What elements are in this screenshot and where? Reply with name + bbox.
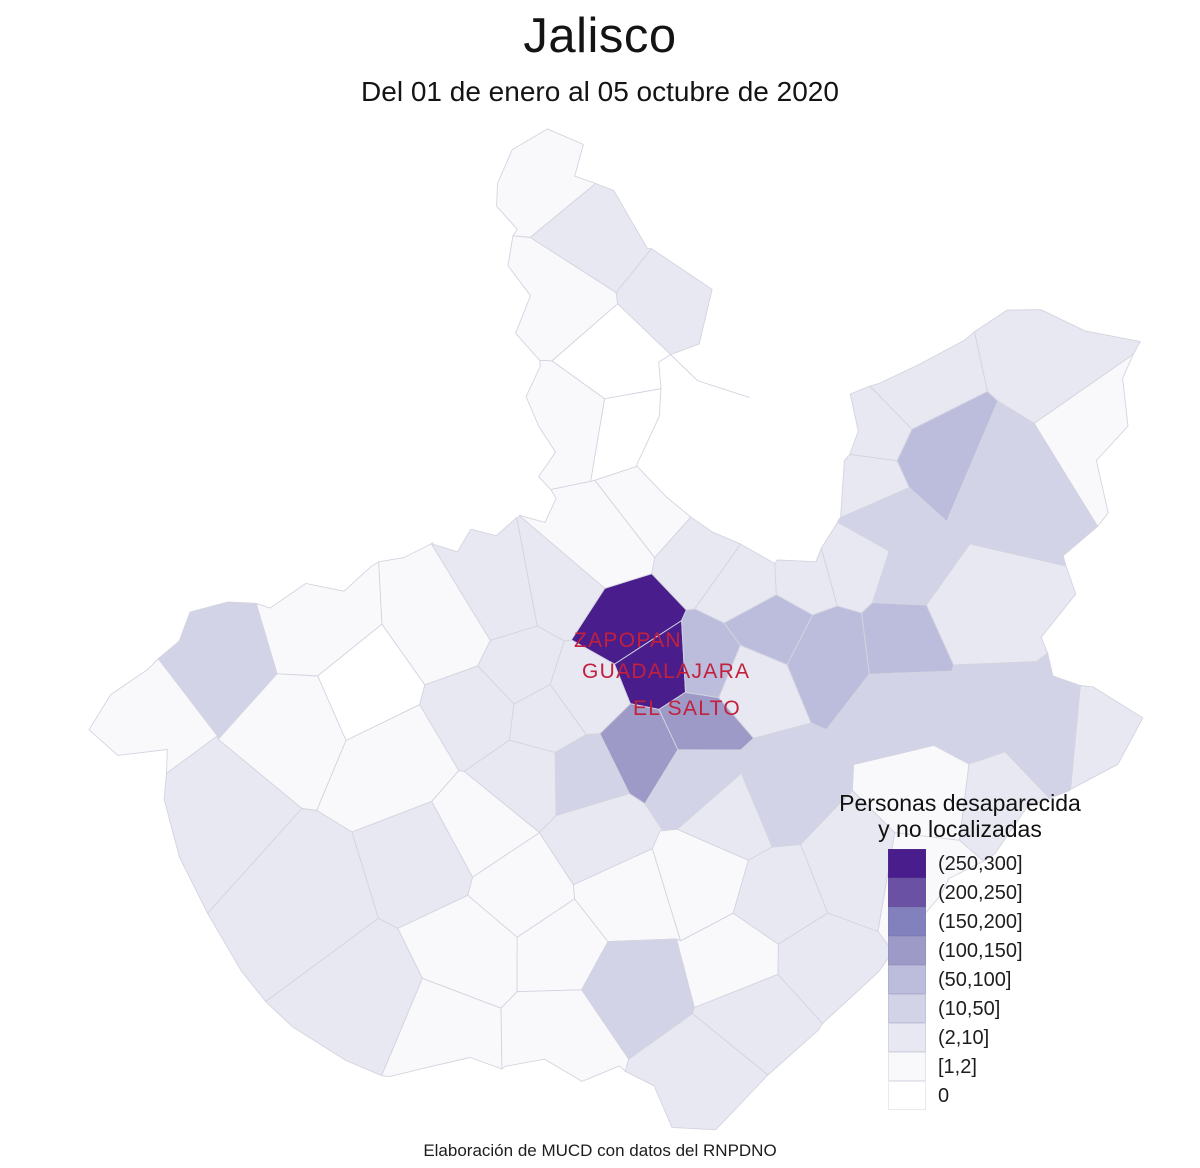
legend-title-line2: y no localizadas	[878, 816, 1042, 842]
legend-swatch	[888, 849, 926, 878]
legend-row: 0	[888, 1081, 1023, 1110]
legend-swatch	[888, 994, 926, 1023]
municipality-region	[500, 989, 630, 1082]
legend-swatch	[888, 965, 926, 994]
municipality-region	[1004, 652, 1081, 799]
legend-row: (50,100]	[888, 965, 1023, 994]
legend-swatch	[888, 907, 926, 936]
legend-bins: (250,300] (200,250] (150,200] (100,150] (50,…	[888, 849, 1023, 1110]
map-label-zapopan: ZAPOPAN	[574, 629, 682, 652]
municipality-region	[518, 479, 656, 589]
legend-bin-label: (250,300]	[938, 852, 1023, 875]
legend-bin-label: (150,200]	[938, 910, 1023, 933]
municipality-region	[676, 912, 779, 1008]
municipality-region	[973, 309, 1141, 424]
legend-row: (2,10]	[888, 1023, 1023, 1052]
legend-title-line1: Personas desaparecida	[839, 790, 1081, 816]
legend-row: (250,300]	[888, 849, 1023, 878]
legend-bin-label: (200,250]	[938, 881, 1023, 904]
municipality-region	[681, 608, 741, 699]
municipality-region	[1070, 685, 1144, 790]
legend-bin-label: (50,100]	[938, 968, 1012, 991]
legend-row: (200,250]	[888, 878, 1023, 907]
legend-bin-label: [1,2]	[938, 1055, 977, 1078]
page-title: Jalisco	[523, 9, 677, 63]
municipality-region	[840, 454, 910, 518]
legend-swatch	[888, 936, 926, 965]
legend-swatch	[888, 1023, 926, 1052]
legend-swatch	[888, 1052, 926, 1081]
legend-row: (100,150]	[888, 936, 1023, 965]
source-note: Elaboración de MUCD con datos del RNPDNO	[423, 1141, 777, 1160]
municipality-region	[869, 331, 988, 430]
municipality-region	[88, 658, 218, 774]
legend-row: (10,50]	[888, 994, 1023, 1023]
legend-bin-label: (100,150]	[938, 939, 1023, 962]
legend-bin-label: 0	[938, 1084, 950, 1107]
legend-title: Personas desaparecida y no localizadas	[805, 790, 1115, 842]
map-label-el-salto: EL SALTO	[633, 697, 742, 720]
map-label-guadalajara: GUADALAJARA	[582, 660, 751, 683]
municipality-region	[624, 1013, 769, 1131]
legend-swatch	[888, 878, 926, 907]
municipality-region	[1033, 353, 1134, 527]
legend-swatch	[888, 1081, 926, 1110]
legend-bin-label: (2,10]	[938, 1026, 990, 1049]
legend-bin-label: (10,50]	[938, 997, 1001, 1020]
legend-row: (150,200]	[888, 907, 1023, 936]
legend-row: [1,2]	[888, 1052, 1023, 1081]
page-subtitle: Del 01 de enero al 05 octubre de 2020	[361, 76, 839, 107]
